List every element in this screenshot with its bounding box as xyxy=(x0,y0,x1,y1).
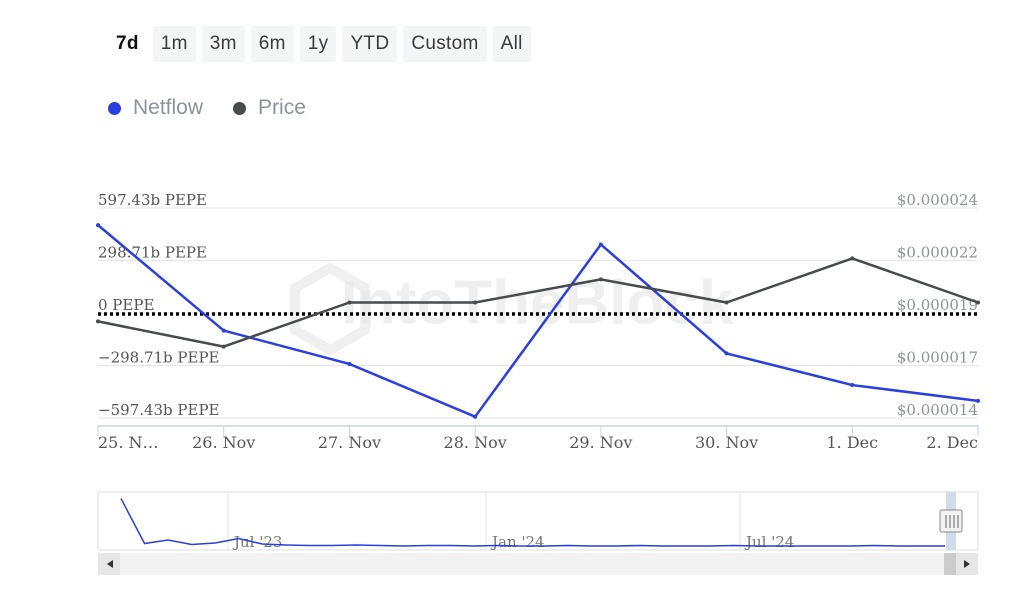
navigator-label: Jul '23 xyxy=(232,533,282,551)
x-tick-label: 30. Nov xyxy=(695,433,758,452)
x-tick-label: 2. Dec xyxy=(926,433,978,452)
right-axis: $0.000024 $0.000022 $0.000019 $0.000017 $0.0… xyxy=(897,191,978,419)
legend-label-price: Price xyxy=(258,96,306,119)
right-tick-label: $0.000014 xyxy=(897,401,978,419)
navigator-handle-icon[interactable] xyxy=(939,509,963,533)
data-point-netflow[interactable] xyxy=(473,414,478,419)
range-selector: 7d 1m 3m 6m 1y YTD Custom All xyxy=(108,26,531,62)
data-point-price[interactable] xyxy=(850,256,855,261)
arrow-right-icon xyxy=(964,560,970,568)
legend-item-netflow[interactable]: Netflow xyxy=(108,96,203,120)
legend-label-netflow: Netflow xyxy=(133,96,204,119)
data-point-netflow[interactable] xyxy=(598,242,603,247)
legend-item-price[interactable]: Price xyxy=(233,96,306,120)
netflow-dot-icon xyxy=(108,101,121,115)
x-tick-label: 29. Nov xyxy=(569,433,632,452)
left-tick-label: −298.71b PEPE xyxy=(98,348,220,366)
range-button-3m[interactable]: 3m xyxy=(201,26,245,62)
data-point-netflow[interactable] xyxy=(221,328,226,333)
data-point-price[interactable] xyxy=(96,319,100,324)
data-point-netflow[interactable] xyxy=(347,361,352,366)
navigator-label: Jul '24 xyxy=(744,533,794,551)
range-button-1y[interactable]: 1y xyxy=(299,26,337,62)
data-point-price[interactable] xyxy=(598,277,603,282)
series-line-price[interactable] xyxy=(97,257,979,348)
data-point-price[interactable] xyxy=(347,300,352,305)
right-tick-label: $0.000019 xyxy=(897,296,978,314)
data-point-netflow[interactable] xyxy=(96,223,100,228)
range-button-1m[interactable]: 1m xyxy=(152,26,196,62)
range-button-custom[interactable]: Custom xyxy=(403,26,487,62)
data-point-price[interactable] xyxy=(724,300,729,305)
x-tick-label: 1. Dec xyxy=(826,433,878,452)
data-point-price[interactable] xyxy=(221,344,226,349)
right-tick-label: $0.000017 xyxy=(897,349,978,367)
grid-layer xyxy=(98,207,978,427)
data-point-netflow[interactable] xyxy=(850,383,855,388)
data-point-price[interactable] xyxy=(976,300,980,305)
right-tick-label: $0.000022 xyxy=(897,244,978,262)
range-button-7d[interactable]: 7d xyxy=(116,33,139,54)
range-button-all[interactable]: All xyxy=(492,26,531,62)
scrollbar-thumb[interactable] xyxy=(944,553,958,575)
navigator-series-line xyxy=(120,498,945,547)
data-point-price[interactable] xyxy=(473,300,478,305)
scrollbar-track[interactable] xyxy=(98,553,978,575)
x-axis: 25. N… 26. Nov 27. Nov 28. Nov 29. Nov 30. No… xyxy=(97,426,979,452)
x-tick-label: 25. N… xyxy=(98,433,159,452)
price-dot-icon xyxy=(233,101,247,115)
range-button-ytd[interactable]: YTD xyxy=(342,26,398,62)
range-button-6m[interactable]: 6m xyxy=(250,26,294,62)
left-tick-label: −597.43b PEPE xyxy=(98,401,220,419)
series-layer xyxy=(96,223,980,419)
legend: Netflow Price xyxy=(108,96,306,120)
data-point-netflow[interactable] xyxy=(724,351,729,356)
x-tick-label: 26. Nov xyxy=(192,433,255,452)
arrow-left-icon xyxy=(107,560,113,568)
watermark-icon xyxy=(290,262,370,356)
right-tick-label: $0.000024 xyxy=(897,191,978,209)
x-tick-label: 27. Nov xyxy=(318,433,381,452)
x-tick-label: 28. Nov xyxy=(444,433,507,452)
left-tick-label: 0 PEPE xyxy=(98,296,154,314)
series-line-netflow[interactable] xyxy=(97,224,979,418)
data-point-netflow[interactable] xyxy=(976,398,980,403)
left-tick-label: 597.43b PEPE xyxy=(98,191,207,209)
navigator-label: Jan '24 xyxy=(490,533,545,551)
